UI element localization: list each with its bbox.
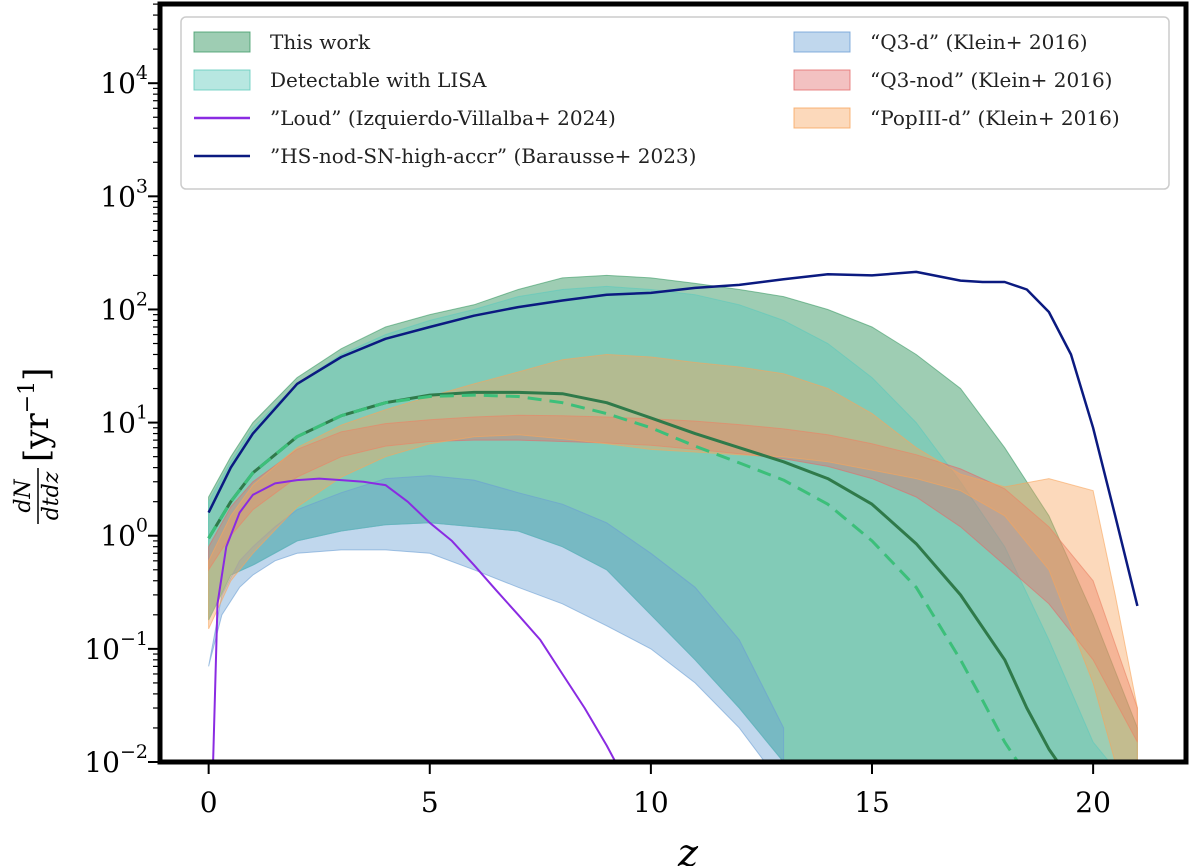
y-tick-label: 10−2 (84, 741, 148, 779)
y-axis-title-denominator: dtdz (39, 471, 64, 520)
legend-item-popiii-d-klein-2016: “PopIII-d” (Klein+ 2016) (793, 106, 1120, 130)
y-tick-label-exponent: 1 (136, 402, 148, 424)
legend-item-q3-d-klein-2016: “Q3-d” (Klein+ 2016) (793, 30, 1088, 54)
y-tick-label-exponent: 3 (136, 175, 148, 197)
legend-item-hs-nod-sn-high-accr-barausse-2023: ”HS-nod-SN-high-accr” (Barausse+ 2023) (194, 144, 696, 168)
line-detectable-with-lisa-median (207, 393, 1020, 762)
y-tick-label-base: 10 (100, 67, 136, 100)
legend-item-q3-nod-klein-2016: “Q3-nod” (Klein+ 2016) (793, 68, 1112, 92)
x-tick-label: 15 (854, 786, 890, 819)
line-loud-izquierdo-villalba-2024 (212, 477, 617, 762)
y-tick-label: 100 (100, 515, 148, 553)
legend-swatch (793, 107, 851, 129)
line-hs-nod-sn-high-accr-barausse-2023 (207, 270, 1139, 607)
y-tick-label-base: 10 (84, 746, 120, 779)
legend-label: “PopIII-d” (Klein+ 2016) (870, 106, 1120, 130)
lines-layer (207, 270, 1139, 762)
x-tick-label: 0 (200, 786, 218, 819)
y-tick-label-base: 10 (84, 633, 120, 666)
y-axis-title-unit: [yr−1] (15, 368, 57, 462)
y-tick-label: 10−1 (84, 628, 148, 666)
legend-items: This work Detectable with LISA ”Loud” (Izq… (193, 30, 1120, 168)
legend-swatch (793, 69, 851, 91)
legend-label: ”Loud” (Izquierdo-Villalba+ 2024) (270, 106, 616, 130)
y-tick-label: 101 (100, 402, 148, 440)
y-tick-label-base: 10 (100, 180, 136, 213)
legend-label: “Q3-nod” (Klein+ 2016) (870, 68, 1112, 92)
legend-item-loud-izquierdo-villalba-2024: ”Loud” (Izquierdo-Villalba+ 2024) (194, 106, 616, 130)
legend-item-this-work: This work (193, 30, 371, 54)
y-tick-label-exponent: 0 (136, 515, 148, 537)
legend: This work Detectable with LISA ”Loud” (Izq… (180, 16, 1170, 190)
plot-frame (157, 1, 1189, 765)
x-tick-label: 20 (1075, 786, 1111, 819)
y-axis-title-unit-base: [yr (17, 413, 57, 462)
y-tick-label-exponent: 4 (136, 62, 148, 84)
legend-box (180, 16, 1170, 190)
y-tick-label: 103 (100, 175, 148, 213)
band-popiii-d-klein-2016 (208, 353, 1138, 762)
y-tick-label: 102 (100, 288, 148, 326)
y-axis-title-unit-close: ] (17, 368, 57, 381)
x-axis-title: z (677, 831, 699, 866)
y-tick-label-base: 10 (100, 520, 136, 553)
y-tick-label-base: 10 (100, 407, 136, 440)
y-tick-label-exponent: −2 (120, 741, 148, 763)
band-detectable-with-lisa (208, 285, 1111, 762)
legend-swatch (793, 31, 851, 53)
x-tick-label: 5 (421, 786, 439, 819)
legend-label: ”HS-nod-SN-high-accr” (Barausse+ 2023) (270, 144, 696, 168)
legend-label: “Q3-d” (Klein+ 2016) (870, 30, 1088, 54)
y-tick-label: 104 (100, 62, 148, 100)
y-axis-title-numerator: dN (11, 479, 36, 513)
legend-swatch (193, 69, 251, 91)
legend-label: This work (270, 30, 371, 54)
band-q3-d-klein-2016 (208, 475, 785, 762)
y-tick-label-base: 10 (100, 293, 136, 326)
x-axis: 0 5 10 15 20 (200, 764, 1111, 819)
y-tick-label-exponent: 2 (136, 288, 148, 310)
legend-swatch (193, 31, 251, 53)
legend-item-detectable-with-lisa: Detectable with LISA (193, 68, 487, 92)
x-tick-label: 10 (633, 786, 669, 819)
legend-label: Detectable with LISA (270, 68, 487, 92)
y-axis-title-unit-exponent: −1 (15, 381, 40, 413)
y-axis-title: dN dtdz [yr−1] (11, 368, 64, 524)
line-this-work-median (207, 390, 1060, 762)
y-tick-label-exponent: −1 (120, 628, 148, 650)
